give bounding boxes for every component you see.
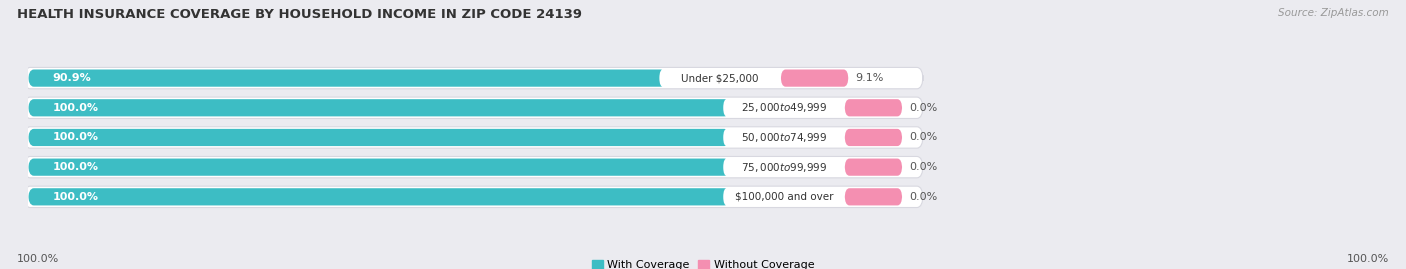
Text: Under $25,000: Under $25,000 [682,73,759,83]
Text: 0.0%: 0.0% [908,132,936,143]
Text: 100.0%: 100.0% [52,103,98,113]
FancyBboxPatch shape [845,99,903,116]
FancyBboxPatch shape [28,129,730,146]
FancyBboxPatch shape [723,158,845,176]
Text: $25,000 to $49,999: $25,000 to $49,999 [741,101,827,114]
FancyBboxPatch shape [780,69,848,87]
Text: 0.0%: 0.0% [908,192,936,202]
Text: $50,000 to $74,999: $50,000 to $74,999 [741,131,827,144]
FancyBboxPatch shape [723,188,845,206]
Text: 100.0%: 100.0% [52,192,98,202]
Text: $100,000 and over: $100,000 and over [735,192,834,202]
Text: 9.1%: 9.1% [855,73,883,83]
FancyBboxPatch shape [24,97,922,118]
FancyBboxPatch shape [24,68,922,89]
Text: 90.9%: 90.9% [52,73,91,83]
Legend: With Coverage, Without Coverage: With Coverage, Without Coverage [592,260,814,269]
FancyBboxPatch shape [24,157,922,178]
Text: 0.0%: 0.0% [908,103,936,113]
FancyBboxPatch shape [28,99,730,116]
FancyBboxPatch shape [24,127,922,148]
FancyBboxPatch shape [28,188,730,206]
Text: 100.0%: 100.0% [17,254,59,264]
FancyBboxPatch shape [723,99,845,117]
FancyBboxPatch shape [845,158,903,176]
FancyBboxPatch shape [845,188,903,206]
FancyBboxPatch shape [845,129,903,146]
Text: $75,000 to $99,999: $75,000 to $99,999 [741,161,827,174]
FancyBboxPatch shape [28,69,666,87]
FancyBboxPatch shape [723,129,845,146]
Text: 0.0%: 0.0% [908,162,936,172]
Text: 100.0%: 100.0% [1347,254,1389,264]
Text: HEALTH INSURANCE COVERAGE BY HOUSEHOLD INCOME IN ZIP CODE 24139: HEALTH INSURANCE COVERAGE BY HOUSEHOLD I… [17,8,582,21]
Text: Source: ZipAtlas.com: Source: ZipAtlas.com [1278,8,1389,18]
FancyBboxPatch shape [24,186,922,207]
Text: 100.0%: 100.0% [52,132,98,143]
Text: 100.0%: 100.0% [52,162,98,172]
FancyBboxPatch shape [28,158,730,176]
FancyBboxPatch shape [659,69,780,87]
